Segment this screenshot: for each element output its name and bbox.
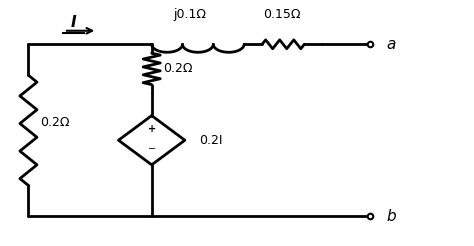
Text: 0.2I: 0.2I (199, 134, 223, 147)
Text: j0.1Ω: j0.1Ω (173, 8, 206, 21)
Text: I: I (71, 15, 76, 30)
Text: a: a (386, 37, 396, 52)
Text: 0.2Ω: 0.2Ω (164, 62, 193, 75)
Text: −: − (147, 144, 156, 154)
Text: 0.2Ω: 0.2Ω (40, 117, 70, 129)
Text: 0.15Ω: 0.15Ω (263, 8, 301, 21)
Text: b: b (386, 209, 396, 224)
Text: +: + (147, 124, 156, 134)
